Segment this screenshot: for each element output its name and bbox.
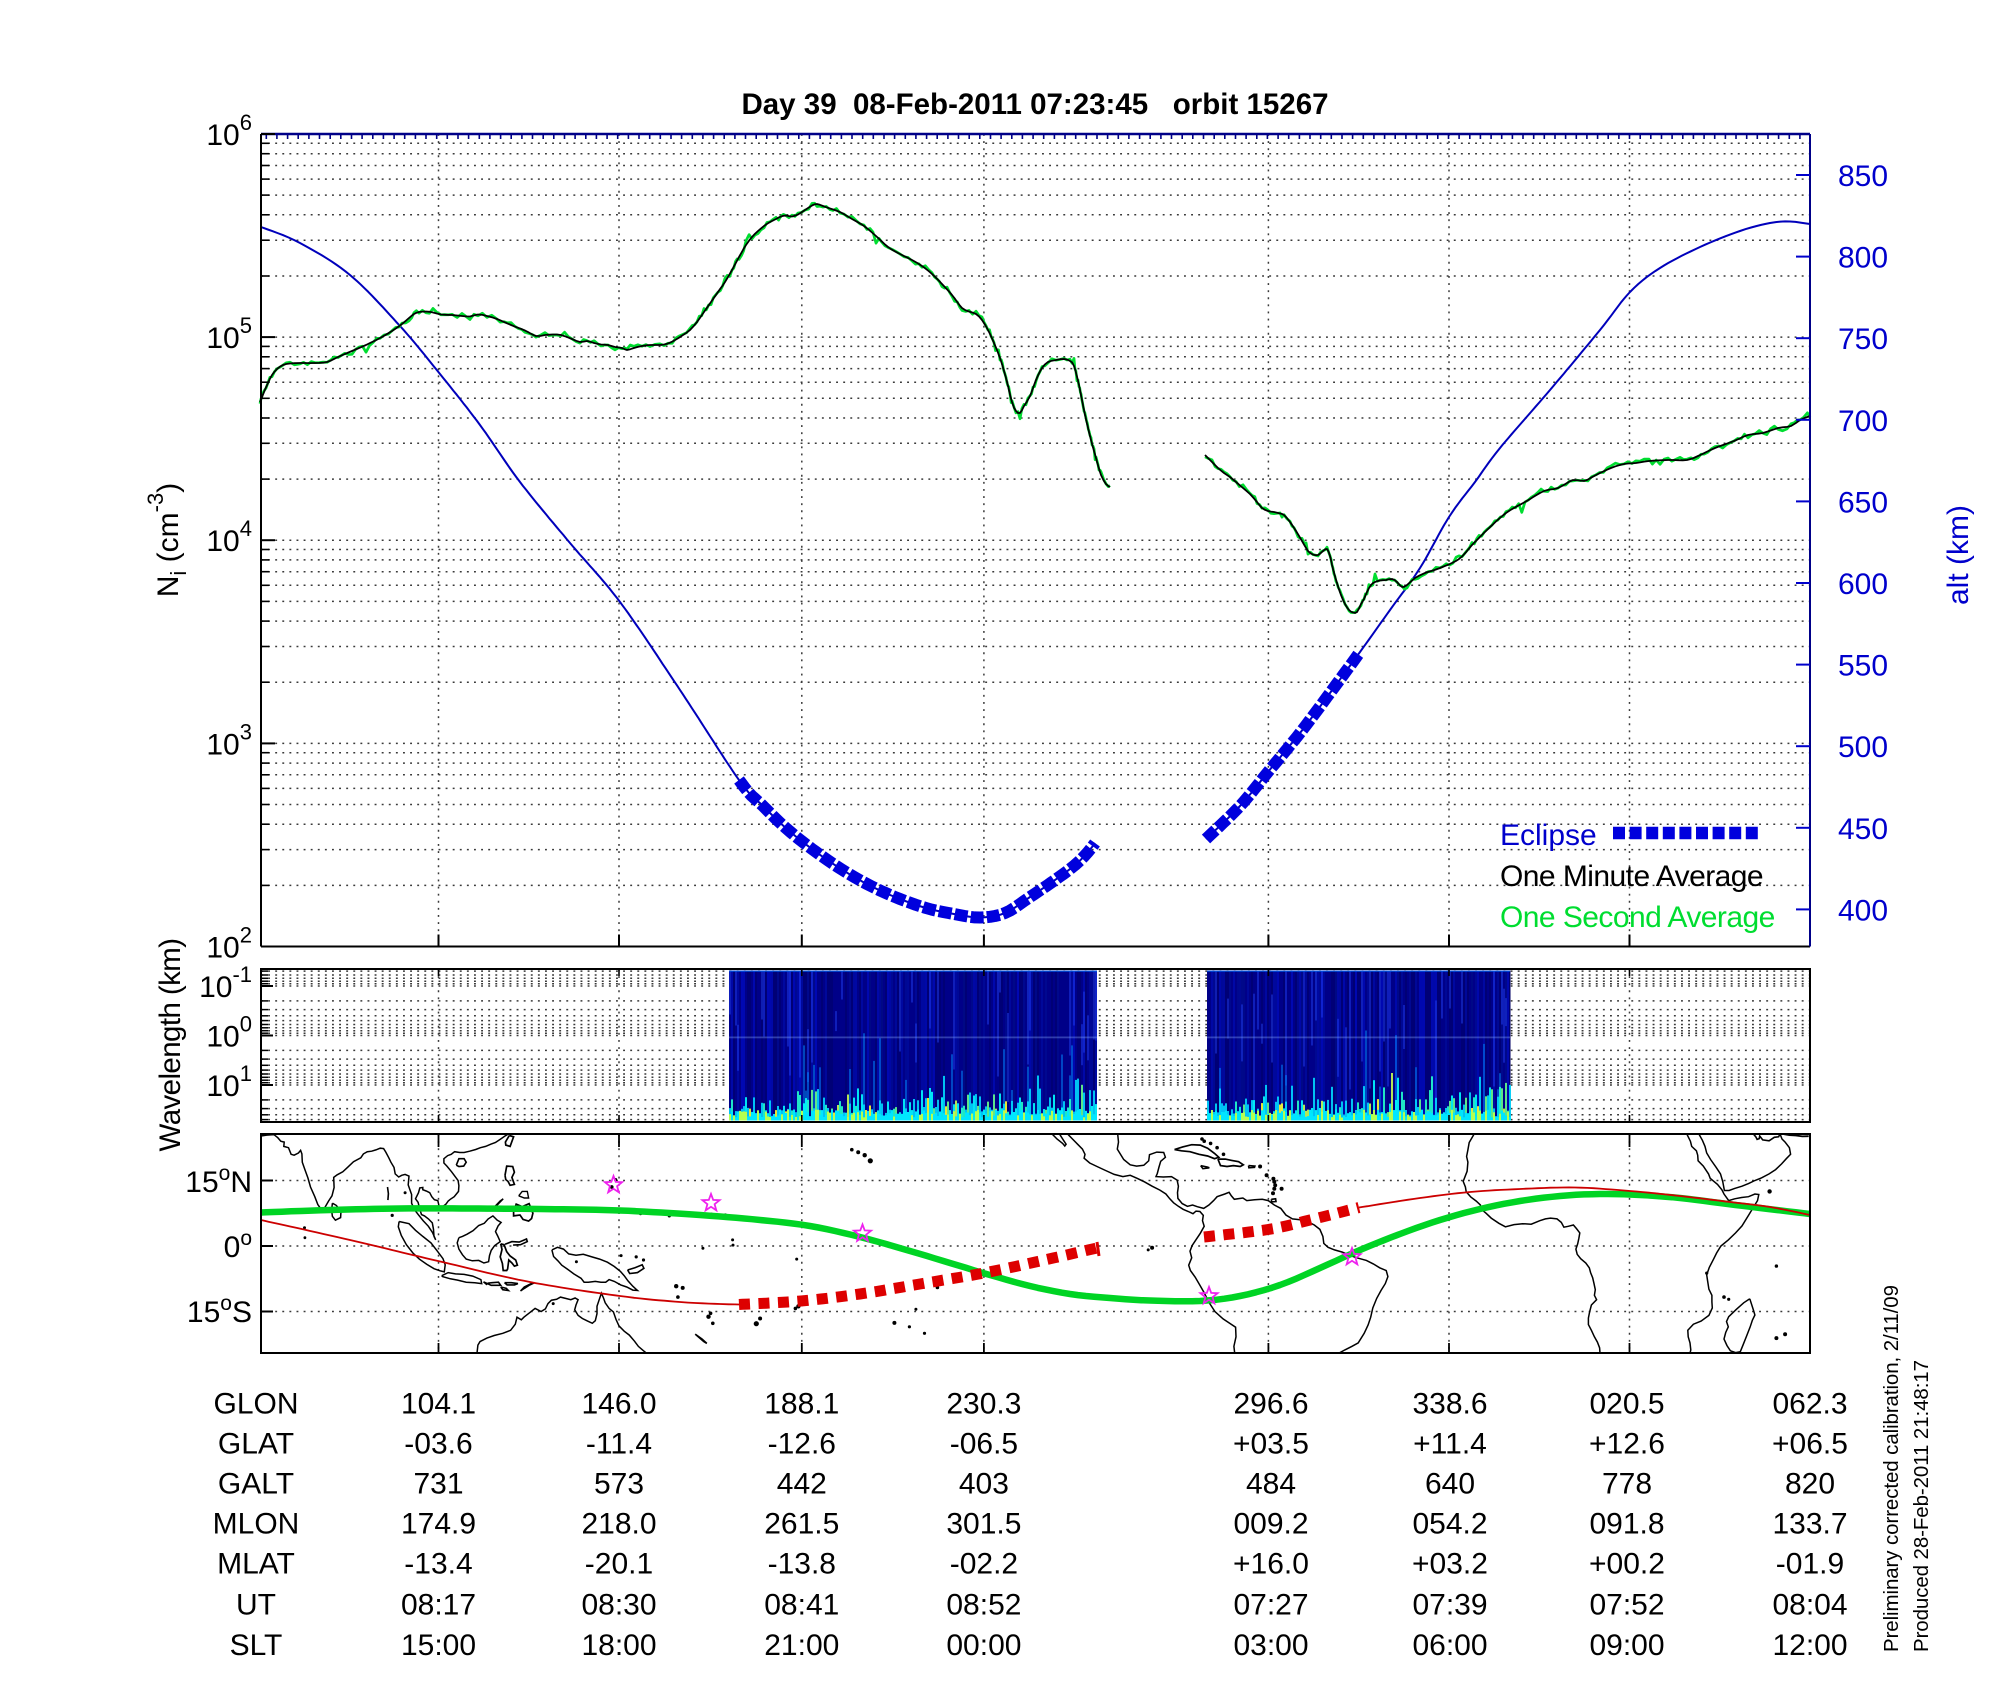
svg-text:SLT: SLT (230, 1629, 283, 1662)
svg-text:133.7: 133.7 (1772, 1508, 1847, 1541)
svg-text:778: 778 (1602, 1468, 1652, 1501)
svg-text:500: 500 (1838, 731, 1888, 764)
svg-text:alt (km): alt (km) (1942, 505, 1975, 605)
svg-text:06:00: 06:00 (1412, 1629, 1487, 1662)
svg-text:+12.6: +12.6 (1589, 1428, 1665, 1461)
svg-text:One Minute Average: One Minute Average (1500, 860, 1763, 893)
svg-text:-03.6: -03.6 (404, 1428, 472, 1461)
svg-text:218.0: 218.0 (581, 1508, 656, 1541)
svg-text:+00.2: +00.2 (1589, 1548, 1665, 1581)
svg-text:700: 700 (1838, 405, 1888, 438)
svg-text:15oN: 15oN (185, 1162, 252, 1199)
svg-text:+16.0: +16.0 (1233, 1548, 1309, 1581)
svg-text:400: 400 (1838, 894, 1888, 927)
svg-text:Day 39 08-Feb-2011 07:23:45: Day 39 08-Feb-2011 07:23:45 orbit 15267 (741, 88, 1328, 121)
svg-text:800: 800 (1838, 242, 1888, 275)
svg-text:MLON: MLON (213, 1508, 300, 1541)
svg-text:020.5: 020.5 (1589, 1388, 1664, 1421)
svg-text:104.1: 104.1 (401, 1388, 476, 1421)
svg-text:Preliminary corrected calibrat: Preliminary corrected calibration, 2/11/… (1880, 1285, 1903, 1652)
svg-text:188.1: 188.1 (764, 1388, 839, 1421)
svg-text:18:00: 18:00 (581, 1629, 656, 1662)
svg-text:484: 484 (1246, 1468, 1296, 1501)
svg-text:-13.8: -13.8 (768, 1548, 836, 1581)
svg-text:230.3: 230.3 (946, 1388, 1021, 1421)
svg-text:600: 600 (1838, 568, 1888, 601)
svg-text:338.6: 338.6 (1412, 1388, 1487, 1421)
svg-text:08:30: 08:30 (581, 1589, 656, 1622)
svg-text:550: 550 (1838, 650, 1888, 683)
svg-text:573: 573 (594, 1468, 644, 1501)
svg-text:08:41: 08:41 (764, 1589, 839, 1622)
svg-text:640: 640 (1425, 1468, 1475, 1501)
svg-text:-12.6: -12.6 (768, 1428, 836, 1461)
svg-text:296.6: 296.6 (1233, 1388, 1308, 1421)
svg-text:009.2: 009.2 (1233, 1508, 1308, 1541)
svg-text:07:27: 07:27 (1233, 1589, 1308, 1622)
svg-text:403: 403 (959, 1468, 1009, 1501)
svg-text:820: 820 (1785, 1468, 1835, 1501)
svg-text:Wavelength (km): Wavelength (km) (154, 939, 187, 1152)
svg-text:09:00: 09:00 (1589, 1629, 1664, 1662)
svg-text:-06.5: -06.5 (950, 1428, 1018, 1461)
svg-text:054.2: 054.2 (1412, 1508, 1487, 1541)
svg-text:GLAT: GLAT (218, 1428, 294, 1461)
svg-text:731: 731 (413, 1468, 463, 1501)
svg-text:15:00: 15:00 (401, 1629, 476, 1662)
svg-text:091.8: 091.8 (1589, 1508, 1664, 1541)
svg-text:08:17: 08:17 (401, 1589, 476, 1622)
svg-text:03:00: 03:00 (1233, 1629, 1308, 1662)
svg-text:GALT: GALT (218, 1468, 294, 1501)
svg-text:+03.2: +03.2 (1412, 1548, 1488, 1581)
svg-text:Eclipse: Eclipse (1500, 819, 1597, 852)
svg-text:00:00: 00:00 (946, 1629, 1021, 1662)
svg-text:062.3: 062.3 (1772, 1388, 1847, 1421)
svg-text:+06.5: +06.5 (1772, 1428, 1848, 1461)
svg-text:21:00: 21:00 (764, 1629, 839, 1662)
svg-text:442: 442 (777, 1468, 827, 1501)
svg-text:-11.4: -11.4 (586, 1428, 652, 1461)
svg-text:-01.9: -01.9 (1776, 1548, 1844, 1581)
svg-text:146.0: 146.0 (581, 1388, 656, 1421)
svg-text:GLON: GLON (213, 1388, 298, 1421)
svg-text:+03.5: +03.5 (1233, 1428, 1309, 1461)
svg-text:+11.4: +11.4 (1413, 1428, 1487, 1461)
svg-text:-02.2: -02.2 (950, 1548, 1018, 1581)
svg-text:450: 450 (1838, 813, 1888, 846)
svg-text:-13.4: -13.4 (404, 1548, 472, 1581)
svg-text:174.9: 174.9 (401, 1508, 476, 1541)
svg-text:301.5: 301.5 (946, 1508, 1021, 1541)
svg-text:15oS: 15oS (187, 1292, 252, 1329)
svg-text:One Second Average: One Second Average (1500, 901, 1775, 934)
svg-text:MLAT: MLAT (217, 1548, 295, 1581)
svg-text:07:52: 07:52 (1589, 1589, 1664, 1622)
svg-text:07:39: 07:39 (1412, 1589, 1487, 1622)
svg-text:261.5: 261.5 (764, 1508, 839, 1541)
svg-text:850: 850 (1838, 160, 1888, 193)
svg-text:UT: UT (236, 1589, 276, 1622)
svg-text:08:52: 08:52 (946, 1589, 1021, 1622)
svg-text:750: 750 (1838, 323, 1888, 356)
svg-text:650: 650 (1838, 486, 1888, 519)
svg-text:12:00: 12:00 (1772, 1629, 1847, 1662)
svg-text:Produced 28-Feb-2011 21:48:17: Produced 28-Feb-2011 21:48:17 (1910, 1360, 1933, 1652)
svg-text:-20.1: -20.1 (585, 1548, 653, 1581)
svg-text:08:04: 08:04 (1772, 1589, 1847, 1622)
